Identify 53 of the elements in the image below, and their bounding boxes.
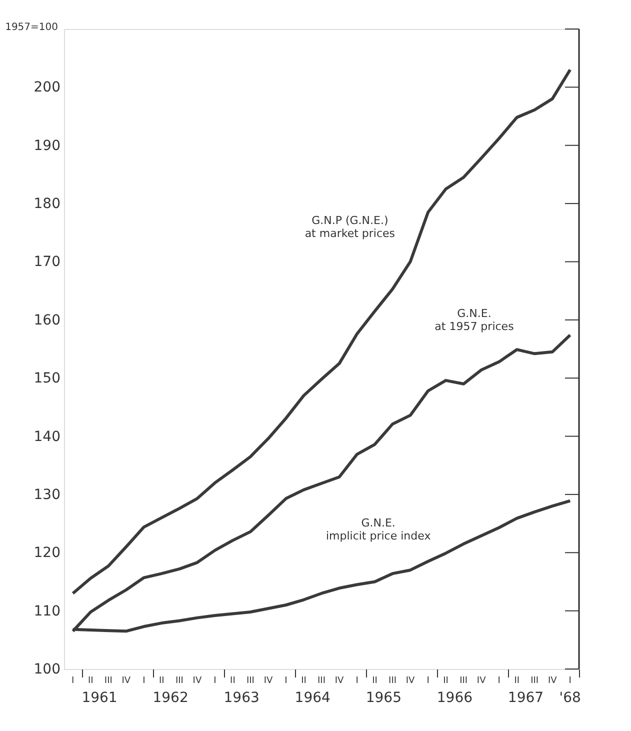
- y-axis-title: 1957=100: [5, 22, 58, 33]
- y-tick-label: 100: [34, 662, 60, 678]
- x-tick-label: II: [301, 676, 306, 686]
- x-tick-label: I: [142, 676, 146, 686]
- x-tick-label: II: [230, 676, 236, 686]
- x-tick-label: I: [214, 676, 216, 686]
- text: 1962: [152, 690, 188, 706]
- x-tick-label: III: [104, 676, 112, 686]
- x-tick-label: I: [498, 676, 500, 686]
- x-tick-label: IV: [406, 676, 416, 686]
- x-tick-label: III: [246, 676, 254, 686]
- x-tick-label: I: [72, 676, 74, 686]
- x-tick-label: I: [568, 676, 572, 686]
- x-tick-label: III: [318, 676, 326, 686]
- x-tick-label: II: [159, 676, 164, 686]
- annotation: G.N.P (G.N.E.) at market prices: [304, 214, 396, 240]
- text: '68: [559, 690, 581, 706]
- text: 1964: [294, 690, 331, 706]
- y-tick-label: 180: [34, 196, 60, 212]
- x-tick-label: II: [514, 676, 520, 686]
- y-tick-label: 130: [34, 486, 60, 503]
- x-tick-label: I: [426, 676, 430, 686]
- x-tick-label: IV: [548, 676, 558, 686]
- line-series: [71, 68, 572, 595]
- y-tick-label: 110: [34, 603, 60, 620]
- x-tick-label: IV: [476, 676, 487, 686]
- x-tick-label: IV: [264, 676, 274, 686]
- text: 1966: [436, 690, 473, 706]
- y-tick-label: 120: [34, 545, 60, 562]
- x-tick-label: IV: [334, 676, 345, 686]
- x-tick-label: IV: [122, 676, 132, 686]
- x-tick-label: IV: [192, 676, 202, 686]
- y-tick-label: 190: [34, 138, 60, 154]
- text: 1965: [366, 690, 402, 706]
- x-tick-label: I: [284, 676, 288, 686]
- x-tick-label: III: [175, 676, 184, 686]
- annotation: G.N.E. at 1957 prices: [434, 307, 514, 334]
- y-tick-label: 150: [34, 370, 60, 387]
- y-tick-label: 170: [34, 254, 60, 270]
- x-tick-label: I: [356, 676, 358, 686]
- x-tick-label: III: [388, 676, 397, 686]
- text: 1967: [508, 690, 544, 706]
- x-tick-label: II: [88, 676, 94, 686]
- y-tick-label: 140: [34, 428, 60, 445]
- text: 1961: [82, 690, 118, 706]
- annotation: G.N.E. implicit price index: [326, 516, 432, 543]
- x-tick-label: II: [443, 676, 448, 686]
- x-tick-label: III: [460, 676, 468, 686]
- x-tick-label: II: [372, 676, 378, 686]
- x-tick-label: III: [530, 676, 539, 686]
- y-tick-label: 160: [34, 312, 60, 328]
- y-tick-label: 200: [34, 80, 60, 96]
- text: 1963: [224, 690, 260, 706]
